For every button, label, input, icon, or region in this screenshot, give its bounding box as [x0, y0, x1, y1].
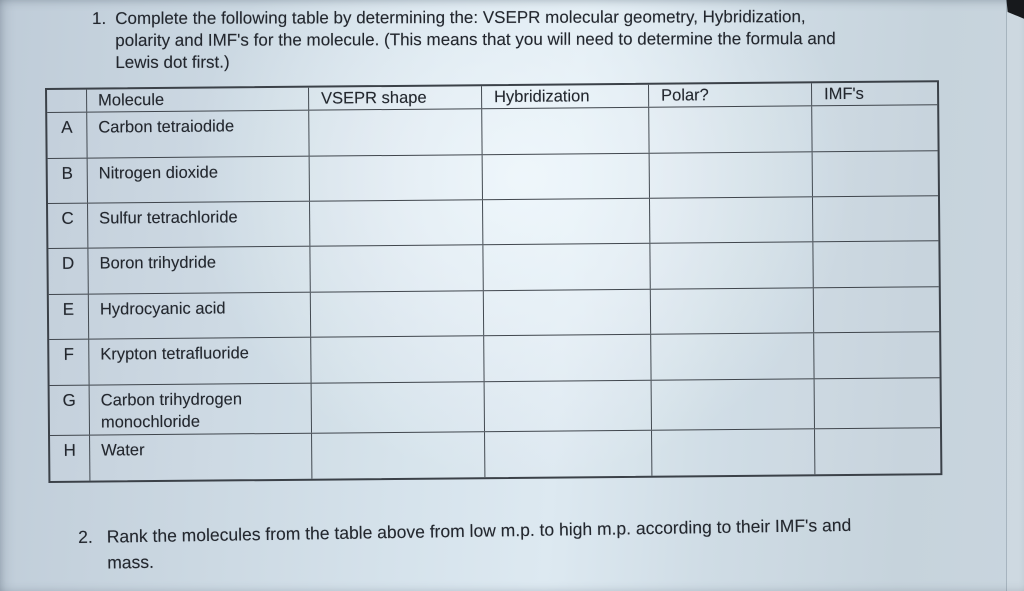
- molecule-cell: Boron trihydride: [88, 246, 311, 294]
- polar-answer-cell: [651, 332, 815, 380]
- polar-answer-cell: [652, 428, 816, 476]
- vsepr-answer-cell: [311, 335, 485, 383]
- molecule-cell: Carbon trihydrogen monochloride: [89, 383, 313, 435]
- polar-answer-cell: [649, 151, 813, 198]
- header-vsepr-shape: VSEPR shape: [309, 86, 483, 110]
- table-row: C Sulfur tetrachloride: [48, 195, 939, 249]
- table-row: B Nitrogen dioxide: [47, 150, 938, 204]
- hybridization-answer-cell: [482, 153, 650, 199]
- row-letter: E: [48, 294, 90, 339]
- polar-answer-cell: [649, 196, 814, 243]
- polar-answer-cell: [649, 105, 813, 153]
- vsepr-answer-cell: [311, 381, 486, 433]
- polar-answer-cell: [650, 241, 814, 289]
- question-1-line: Lewis dot first.): [115, 52, 230, 72]
- imfs-answer-cell: [813, 196, 938, 241]
- hybridization-answer-cell: [484, 334, 652, 381]
- table-row: A Carbon tetraiodide: [47, 104, 938, 159]
- vsepr-answer-cell: [310, 290, 485, 337]
- vsepr-answer-cell: [309, 108, 483, 156]
- vsepr-answer-cell: [309, 154, 483, 201]
- imfs-answer-cell: [815, 428, 940, 474]
- vsepr-answer-cell: [310, 244, 484, 292]
- row-letter: G: [49, 385, 91, 435]
- hybridization-answer-cell: [482, 107, 650, 154]
- row-letter: H: [50, 435, 91, 481]
- question-1-text: Complete the following table by determin…: [115, 6, 836, 74]
- molecule-cell: Nitrogen dioxide: [87, 156, 310, 203]
- question-1: 1. Complete the following table by deter…: [92, 6, 836, 74]
- question-1-line: Complete the following table by determin…: [115, 7, 806, 28]
- vsepr-answer-cell: [312, 431, 486, 479]
- table-row: H Water: [50, 428, 940, 481]
- header-blank: [47, 89, 88, 112]
- row-letter: B: [47, 158, 88, 203]
- table-row: D Boron trihydride: [48, 240, 939, 295]
- question-1-number: 1.: [92, 8, 107, 28]
- imfs-answer-cell: [814, 332, 939, 378]
- table-row: G Carbon trihydrogen monochloride: [49, 377, 940, 436]
- molecule-cell: Hydrocyanic acid: [88, 292, 312, 339]
- polar-answer-cell: [651, 378, 815, 430]
- molecules-table: Molecule VSEPR shape Hybridization Polar…: [45, 80, 943, 483]
- imfs-answer-cell: [813, 241, 938, 287]
- hybridization-answer-cell: [484, 380, 653, 431]
- question-2-text: Rank the molecules from the table above …: [107, 512, 852, 576]
- imfs-answer-cell: [813, 151, 938, 196]
- header-molecule: Molecule: [87, 87, 310, 112]
- hybridization-answer-cell: [483, 289, 652, 335]
- header-polar: Polar?: [648, 83, 813, 107]
- molecule-cell: Krypton tetrafluoride: [89, 337, 312, 385]
- imfs-answer-cell: [812, 105, 937, 151]
- question-2-number: 2.: [78, 526, 93, 547]
- table-row: F Krypton tetrafluoride: [49, 331, 940, 386]
- paper-edge-line: [1006, 0, 1007, 591]
- vsepr-answer-cell: [309, 199, 484, 246]
- row-letter: F: [49, 339, 90, 385]
- row-letter: D: [48, 248, 89, 294]
- polar-answer-cell: [650, 287, 815, 334]
- molecule-cell: Water: [90, 433, 313, 481]
- header-imfs: IMF's: [824, 84, 864, 104]
- imfs-answer-cell: [814, 287, 939, 332]
- row-letter: A: [47, 112, 88, 158]
- table-row: E Hydrocyanic acid: [48, 286, 940, 340]
- header-hybridization: Hybridization: [482, 84, 650, 108]
- molecule-cell: Sulfur tetrachloride: [88, 201, 311, 248]
- molecule-cell: Carbon tetraiodide: [87, 110, 310, 158]
- question-2: 2. Rank the molecules from the table abo…: [78, 512, 852, 576]
- question-1-line: polarity and IMF's for the molecule. (Th…: [115, 29, 836, 50]
- hybridization-answer-cell: [483, 243, 651, 290]
- hybridization-answer-cell: [482, 198, 651, 244]
- hybridization-answer-cell: [485, 430, 653, 477]
- paper-edge-strip: [1007, 0, 1024, 591]
- row-letter: C: [48, 203, 89, 248]
- imfs-answer-cell: [815, 378, 940, 428]
